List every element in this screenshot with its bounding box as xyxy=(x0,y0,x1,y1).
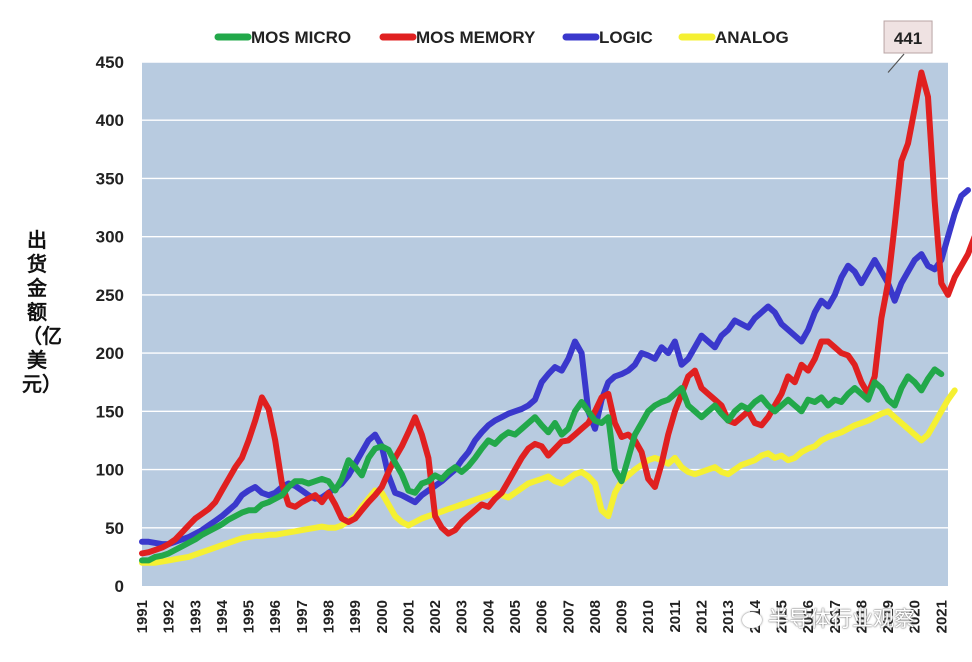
grid xyxy=(142,61,948,529)
annotation-box xyxy=(883,20,933,54)
legend-item: MOS MEMORY xyxy=(379,28,536,47)
x-tick-label: 2011 xyxy=(667,600,684,633)
x-tick-label: 2008 xyxy=(587,600,604,633)
series-group xyxy=(139,69,972,566)
y-tick-label: 350 xyxy=(96,169,124,188)
y-tick-label: 250 xyxy=(96,286,124,305)
x-tick-label: 2009 xyxy=(614,600,631,633)
y-tick-label: 300 xyxy=(96,228,124,247)
series-line xyxy=(139,387,958,566)
y-tick-label: 100 xyxy=(96,461,124,480)
series-line xyxy=(139,187,971,548)
x-tick-label: 2016 xyxy=(800,600,817,633)
x-tick-label: 2013 xyxy=(720,600,737,633)
legend-item: LOGIC xyxy=(562,28,653,47)
annotation-leader xyxy=(887,53,905,73)
x-tick-label: 2010 xyxy=(640,600,657,633)
y-tick-label: 0 xyxy=(115,577,124,596)
x-tick-label: 2015 xyxy=(773,600,790,633)
y-tick-label: 50 xyxy=(105,519,124,538)
x-axis: 1991 1992 1993 1994 1995 1996 1997 1998 1999 2000… xyxy=(134,599,950,633)
x-tick-label: 1991 xyxy=(134,600,151,633)
watermark-text: 半导体行业观察 xyxy=(768,607,915,631)
x-tick-label: 2017 xyxy=(827,600,844,633)
x-tick-label: 2020 xyxy=(907,600,924,633)
x-tick-label: 2006 xyxy=(534,600,551,633)
y-tick-label: 150 xyxy=(96,402,124,421)
legend-item: ANALOG xyxy=(678,28,789,47)
x-tick-label: 2000 xyxy=(374,600,391,633)
x-tick-label: 2003 xyxy=(454,600,471,633)
x-tick-label: 1998 xyxy=(321,600,338,633)
x-tick-label: 1993 xyxy=(187,600,204,633)
y-tick-label: 450 xyxy=(96,53,124,72)
x-tick-label: 2004 xyxy=(480,599,497,633)
x-tick-label: 1996 xyxy=(267,600,284,633)
legend: MOS MICRO MOS MEMORY LOGIC ANALOG xyxy=(214,28,789,47)
y-tick-label: 200 xyxy=(96,344,124,363)
y-axis-label: 出货金额（亿美元） xyxy=(22,228,62,396)
x-tick-label: 2001 xyxy=(400,600,417,633)
y-axis: 0 50 100 150 200 250 300 350 400 450 xyxy=(96,53,124,596)
x-tick-label: 2019 xyxy=(880,600,897,633)
x-tick-label: 1999 xyxy=(347,600,364,633)
y-tick-label: 400 xyxy=(96,111,124,130)
x-tick-label: 1992 xyxy=(161,600,178,633)
legend-label: ANALOG xyxy=(715,28,789,47)
watermark: 半导体行业观察 xyxy=(742,603,915,633)
x-tick-label: 2007 xyxy=(560,600,577,633)
annotation-label: 441 xyxy=(894,29,922,48)
legend-label: LOGIC xyxy=(599,28,653,47)
wechat-icon xyxy=(742,612,762,628)
annotation: 441 xyxy=(883,20,933,73)
legend-item: MOS MICRO xyxy=(214,28,351,47)
x-tick-label: 2018 xyxy=(853,600,870,633)
x-tick-label: 2005 xyxy=(507,600,524,633)
x-tick-label: 1995 xyxy=(241,600,258,633)
legend-label: MOS MICRO xyxy=(251,28,351,47)
x-tick-label: 2012 xyxy=(694,600,711,633)
x-tick-label: 2002 xyxy=(427,600,444,633)
x-tick-label: 1997 xyxy=(294,600,311,633)
legend-label: MOS MEMORY xyxy=(416,28,536,47)
series-line xyxy=(139,366,945,564)
x-tick-label: 1994 xyxy=(214,599,231,633)
x-tick-label: 2021 xyxy=(933,600,950,633)
